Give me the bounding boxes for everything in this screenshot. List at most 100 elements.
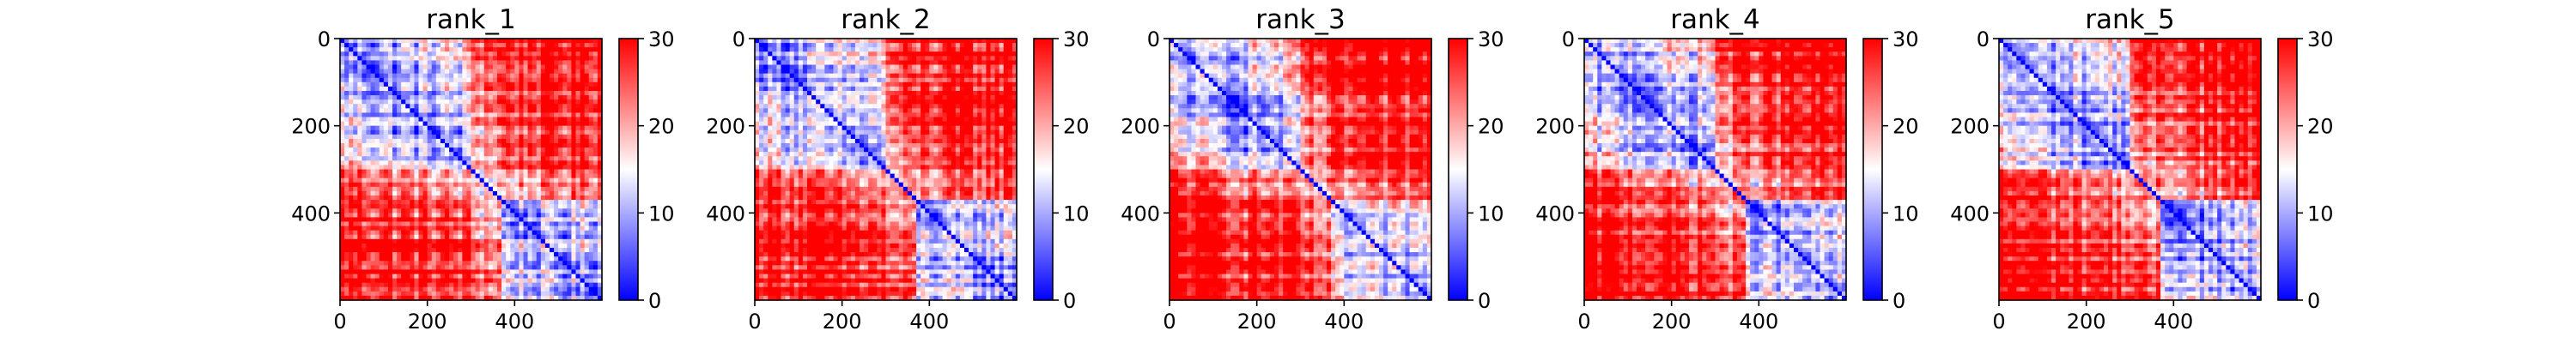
heatmap-cell: [920, 129, 926, 135]
heatmap-cell: [410, 186, 416, 192]
heatmap-cell: [964, 47, 969, 52]
heatmap-cell: [527, 186, 533, 192]
heatmap-cell: [1012, 51, 1018, 57]
heatmap-cell: [523, 43, 529, 48]
heatmap-cell: [414, 182, 420, 188]
heatmap-cell: [820, 43, 825, 48]
heatmap-cell: [916, 64, 921, 70]
heatmap-cell: [387, 56, 393, 62]
heatmap-cell: [414, 226, 420, 232]
heatmap-cell: [558, 274, 563, 280]
heatmap-cell: [562, 117, 568, 123]
heatmap-cell: [571, 112, 577, 118]
heatmap-cell: [510, 143, 515, 148]
heatmap-cell: [554, 248, 559, 253]
heatmap-cell: [802, 86, 808, 92]
heatmap-cell: [597, 169, 603, 175]
heatmap-cell: [890, 117, 896, 123]
heatmap-cell: [885, 134, 891, 140]
heatmap-cell: [898, 104, 904, 109]
heatmap-cell: [387, 152, 393, 157]
heatmap-cell: [540, 243, 546, 249]
heatmap-cell: [759, 73, 764, 79]
heatmap-cell: [588, 134, 594, 140]
heatmap-cell: [912, 69, 917, 75]
heatmap-cell: [344, 248, 349, 253]
heatmap-cell: [374, 64, 380, 70]
heatmap-cell: [497, 47, 502, 52]
heatmap-cell: [488, 186, 494, 192]
heatmap-cell: [410, 204, 416, 209]
heatmap-cell: [964, 64, 969, 70]
heatmap-cell: [492, 291, 498, 297]
heatmap-cell: [422, 173, 428, 179]
heatmap-cell: [357, 230, 363, 236]
heatmap-cell: [597, 51, 603, 57]
heatmap-cell: [881, 77, 887, 83]
heatmap-cell: [361, 81, 368, 87]
heatmap-cell: [929, 108, 935, 114]
heatmap-cell: [999, 91, 1005, 96]
heatmap-cell: [536, 69, 542, 75]
heatmap-cell: [554, 265, 559, 271]
heatmap-cell: [920, 91, 926, 96]
heatmap-cell: [357, 190, 363, 196]
heatmap-cell: [405, 138, 410, 144]
heatmap-cell: [772, 69, 778, 75]
heatmap-cell: [418, 147, 424, 153]
heatmap-cell: [532, 269, 538, 275]
heatmap-cell: [816, 47, 821, 52]
heatmap-cell: [462, 286, 468, 292]
heatmap-cell: [357, 182, 363, 188]
heatmap-cell: [397, 95, 402, 100]
heatmap-cell: [479, 213, 485, 219]
heatmap-cell: [414, 291, 420, 297]
heatmap-cell: [558, 261, 563, 266]
heatmap-cell: [405, 190, 410, 196]
heatmap-cell: [580, 152, 586, 157]
heatmap-cell: [475, 134, 481, 140]
heatmap-cell: [807, 77, 812, 83]
heatmap-cell: [588, 286, 594, 292]
heatmap-cell: [445, 182, 450, 188]
heatmap-cell: [466, 269, 472, 275]
heatmap-cell: [854, 86, 860, 92]
heatmap-cell: [410, 134, 416, 140]
heatmap-cell: [370, 186, 376, 192]
heatmap-cell: [383, 117, 389, 123]
heatmap-cell: [558, 256, 563, 262]
heatmap-cell: [353, 129, 358, 135]
heatmap-cell: [405, 104, 410, 109]
heatmap-cell: [353, 39, 358, 44]
heatmap-cell: [401, 129, 406, 135]
heatmap-cell: [816, 86, 821, 92]
heatmap-cell: [536, 291, 542, 297]
heatmap-cell: [383, 234, 389, 240]
heatmap-cell: [510, 243, 515, 249]
heatmap-cell: [492, 104, 498, 109]
heatmap-cell: [999, 43, 1005, 48]
heatmap-cell: [445, 86, 450, 92]
heatmap-cell: [366, 56, 372, 62]
heatmap-cell: [1003, 117, 1009, 123]
heatmap-cell: [488, 99, 494, 105]
heatmap-cell: [361, 56, 368, 62]
heatmap-cell: [458, 134, 463, 140]
heatmap-cell: [427, 243, 433, 249]
heatmap-cell: [833, 99, 839, 105]
heatmap-cell: [592, 77, 598, 83]
heatmap-cell: [829, 117, 835, 123]
heatmap-cell: [544, 39, 550, 44]
heatmap-cell: [483, 252, 489, 257]
heatmap-cell: [514, 238, 520, 244]
heatmap-cell: [340, 81, 345, 87]
heatmap-cell: [567, 47, 573, 52]
heatmap-cell: [558, 47, 563, 52]
heatmap-cell: [833, 77, 839, 83]
heatmap-cell: [907, 73, 913, 79]
heatmap-cell: [366, 221, 372, 227]
heatmap-cell: [397, 204, 402, 209]
heatmap-cell: [510, 190, 515, 196]
heatmap-cell: [462, 43, 468, 48]
heatmap-cell: [567, 152, 573, 157]
